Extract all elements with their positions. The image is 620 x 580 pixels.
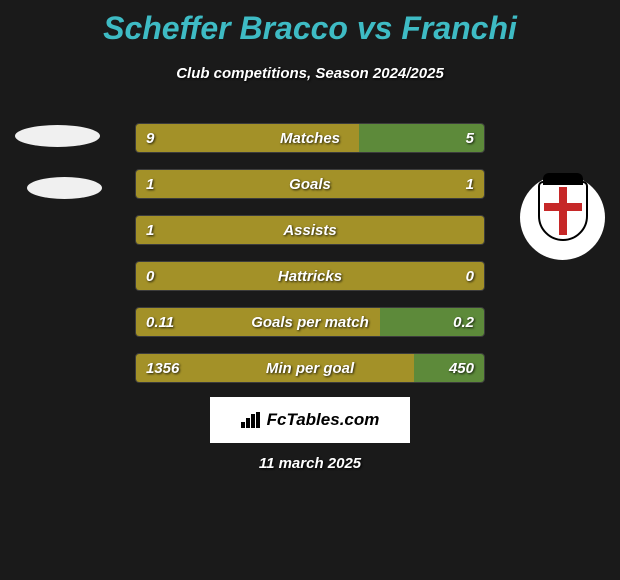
stat-value-right: 0.2	[453, 308, 474, 337]
subtitle: Club competitions, Season 2024/2025	[0, 65, 620, 82]
stat-label: Min per goal	[136, 354, 484, 383]
stat-row: 1356Min per goal450	[135, 353, 485, 383]
bar-chart-icon	[241, 412, 261, 428]
stat-value-right: 1	[466, 170, 474, 199]
stats-container: 9Matches51Goals11Assists0Hattricks00.11G…	[135, 123, 485, 399]
date-label: 11 march 2025	[0, 455, 620, 472]
team-badge-left	[15, 115, 100, 200]
stat-label: Hattricks	[136, 262, 484, 291]
stat-row: 0.11Goals per match0.2	[135, 307, 485, 337]
stat-label: Assists	[136, 216, 484, 245]
stat-label: Goals	[136, 170, 484, 199]
stat-row: 0Hattricks0	[135, 261, 485, 291]
stat-row: 9Matches5	[135, 123, 485, 153]
stat-value-right: 5	[466, 124, 474, 153]
stat-row: 1Assists	[135, 215, 485, 245]
fctables-label: FcTables.com	[267, 410, 380, 430]
stat-label: Goals per match	[136, 308, 484, 337]
page-title: Scheffer Bracco vs Franchi	[0, 0, 620, 47]
stat-label: Matches	[136, 124, 484, 153]
stat-row: 1Goals1	[135, 169, 485, 199]
team-badge-right	[520, 175, 605, 260]
shield-icon	[520, 175, 605, 260]
stat-value-right: 0	[466, 262, 474, 291]
fctables-watermark: FcTables.com	[210, 397, 410, 443]
stat-value-right: 450	[449, 354, 474, 383]
